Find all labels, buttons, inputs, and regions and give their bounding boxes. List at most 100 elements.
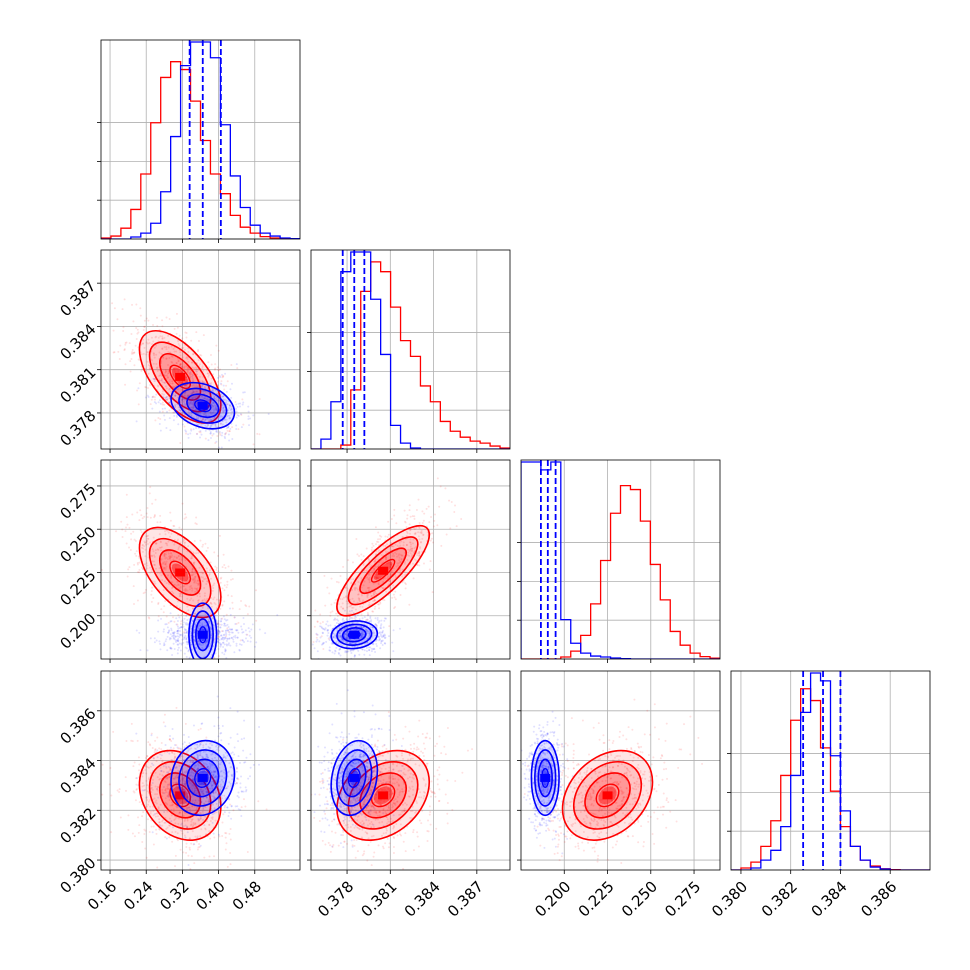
y-tick-label: 0.380 (56, 854, 99, 897)
x-tick-label: 0.387 (444, 878, 487, 921)
contour (186, 758, 220, 798)
hist-blue-series (101, 41, 300, 239)
x-tick-label: 0.32 (156, 878, 192, 914)
y-tick-label: 0.384 (56, 754, 99, 797)
x-tick-label: 0.275 (661, 878, 704, 921)
axes-frame (100, 249, 301, 450)
contour (138, 526, 222, 619)
contour (195, 618, 211, 652)
density-group (101, 695, 268, 870)
contour (537, 758, 553, 798)
contour (347, 760, 419, 830)
contour (169, 364, 192, 390)
x-tick-label: 0.48 (229, 878, 265, 914)
y-tick-label: 0.200 (56, 610, 99, 653)
x-tick-label: 0.250 (618, 878, 661, 921)
contour (336, 749, 431, 841)
contour (191, 610, 214, 659)
y-tick-label: 0.275 (56, 480, 99, 523)
axes-frame (310, 459, 511, 660)
contour (158, 549, 202, 596)
panel-3-0: 0.16 0.24 0.32 0.40 0.48 0.380 0.382 0.384 0.386 (56, 670, 301, 914)
density-peak (349, 773, 360, 782)
contour (194, 399, 212, 413)
contour (336, 623, 373, 646)
density-peak (197, 401, 208, 410)
x-tick-label: 0.40 (192, 878, 228, 914)
x-tick-label: 0.382 (758, 878, 801, 921)
contour (336, 524, 431, 617)
contour (336, 749, 373, 807)
y-tick-label: 0.382 (56, 804, 99, 847)
x-tick-label: 0.384 (401, 878, 444, 921)
axes-frame (520, 670, 721, 871)
panel-2-2 (517, 459, 721, 663)
contour (584, 772, 631, 819)
axes-frame (100, 459, 301, 660)
y-tick-label: 0.381 (56, 364, 99, 407)
hist-blue-series (311, 251, 510, 449)
contour (572, 760, 643, 830)
contour (347, 536, 419, 606)
contour (170, 739, 236, 817)
x-tick-label: 0.381 (357, 878, 400, 921)
y-tick-label: 0.225 (56, 566, 99, 609)
panel-3-2: 0.200 0.225 0.250 0.275 (517, 670, 721, 921)
hist-blue-series (521, 461, 720, 659)
axes-frame (520, 459, 721, 660)
contour (534, 749, 557, 807)
contour (347, 767, 361, 788)
x-tick-label: 0.200 (531, 878, 574, 921)
density-peak (197, 773, 208, 782)
contour (178, 749, 228, 807)
panel-2-1 (307, 459, 511, 663)
x-tick-label: 0.378 (314, 878, 357, 921)
panel-3-3: 0.380 0.382 0.384 0.386 (708, 670, 931, 921)
hist-group (731, 671, 930, 870)
x-tick-label: 0.16 (84, 878, 120, 914)
contour (359, 547, 407, 595)
axes-frame (310, 670, 511, 871)
density-group (101, 486, 279, 659)
hist-group (311, 250, 510, 449)
axes-frame (730, 670, 931, 871)
contour (341, 758, 367, 798)
y-tick-label: 0.387 (56, 277, 99, 320)
density-peak (175, 568, 186, 577)
hist-blue-series (731, 672, 930, 870)
x-tick-label: 0.384 (808, 878, 851, 921)
axes-frame (100, 670, 301, 871)
contour (530, 739, 560, 817)
panel-1-1 (307, 249, 511, 453)
scatter-points (523, 698, 704, 870)
density-peak (378, 791, 389, 800)
axes-frame (100, 39, 301, 240)
contour (370, 783, 396, 808)
density-peak (197, 630, 208, 639)
density-peak (540, 773, 551, 782)
y-tick-label: 0.386 (56, 705, 99, 748)
density-group (521, 698, 704, 870)
x-tick-label: 0.380 (708, 878, 751, 921)
hist-red-series (521, 484, 720, 659)
hist-group (521, 460, 720, 659)
density-group (311, 477, 463, 659)
y-tick-label: 0.250 (56, 523, 99, 566)
scatter-points (101, 706, 268, 870)
contour (138, 329, 222, 424)
contour (178, 387, 228, 424)
density-peak (349, 630, 360, 639)
density-peak (175, 791, 186, 800)
contour (169, 560, 192, 585)
contour (595, 783, 620, 808)
density-group (311, 689, 474, 870)
contour (158, 353, 202, 401)
contour (170, 381, 236, 430)
panel-0-0 (97, 39, 301, 243)
y-tick-label: 0.384 (56, 320, 99, 363)
contour (330, 739, 379, 817)
density-peak (175, 372, 186, 381)
